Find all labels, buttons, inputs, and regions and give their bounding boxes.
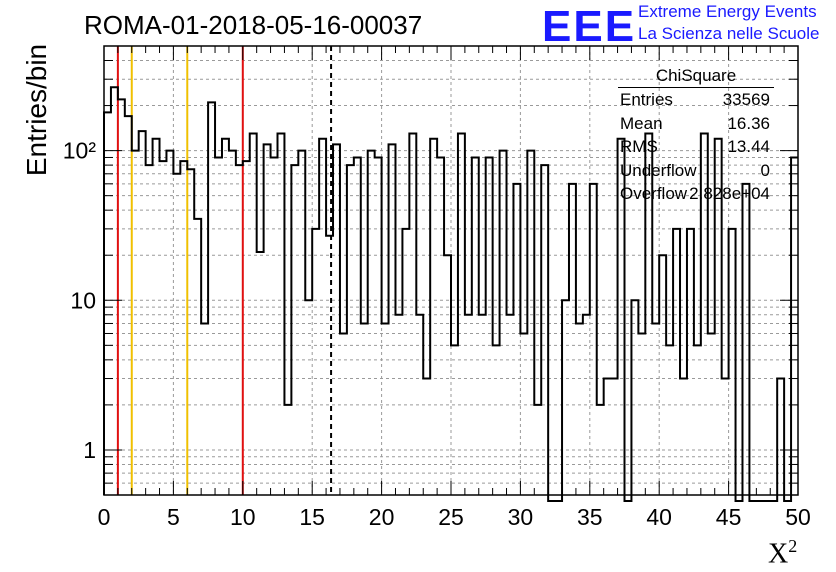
stats-row: Entries 33569 [612,88,780,112]
x-tick-label: 30 [508,504,534,530]
x-tick-labels: 0 5 10 15 20 25 30 35 40 45 50 [98,504,811,530]
org-name-line1: Extreme Energy Events [638,2,817,21]
x-tick-label: 10 [230,504,256,530]
y-tick-label: 10² [63,138,97,164]
org-name-line2: La Scienza nelle Scuole [638,24,820,43]
y-axis-label: Entries/bin [21,43,52,177]
stats-row: Underflow 0 [612,159,780,183]
stats-value: 16.36 [727,113,770,133]
x-axis-label: X2 [768,536,798,570]
x-tick-label: 50 [785,504,811,530]
plot-title: ROMA-01-2018-05-16-00037 [84,10,423,40]
histogram-step-line [103,86,798,502]
x-tick-label: 35 [577,504,603,530]
stats-value: 33569 [722,90,770,109]
reference-lines [116,46,333,495]
stats-row: Mean 16.36 [612,112,780,136]
stats-row: Overflow 2.828e+04 [612,182,780,206]
x-tick-label: 15 [299,504,325,530]
y-tick-label: 1 [83,437,96,463]
axis-ticks [103,46,799,495]
stats-key: Underflow [620,160,697,180]
x-tick-label: 40 [646,504,672,530]
stats-title: ChiSquare [618,66,774,88]
stats-value: 2.828e+04 [689,184,770,203]
stats-key: Overflow [620,184,688,203]
x-tick-label: 5 [167,504,180,530]
stats-row: RMS 13.44 [612,135,780,159]
x-tick-label: 45 [716,504,742,530]
stats-value: 0 [760,160,770,180]
stats-key: Entries [620,90,673,109]
x-tick-label: 20 [369,504,395,530]
y-tick-labels: 1 10 10² [63,138,97,463]
eee-logo: EEE [542,2,637,51]
stats-box: ChiSquare Entries 33569 Mean 16.36 RMS 13.4… [612,66,780,206]
stats-key: Mean [620,113,663,133]
y-tick-label: 10 [70,287,96,313]
stats-value: 13.44 [727,137,770,156]
stats-key: RMS [620,137,658,156]
x-tick-label: 25 [438,504,464,530]
x-tick-label: 0 [98,504,111,530]
